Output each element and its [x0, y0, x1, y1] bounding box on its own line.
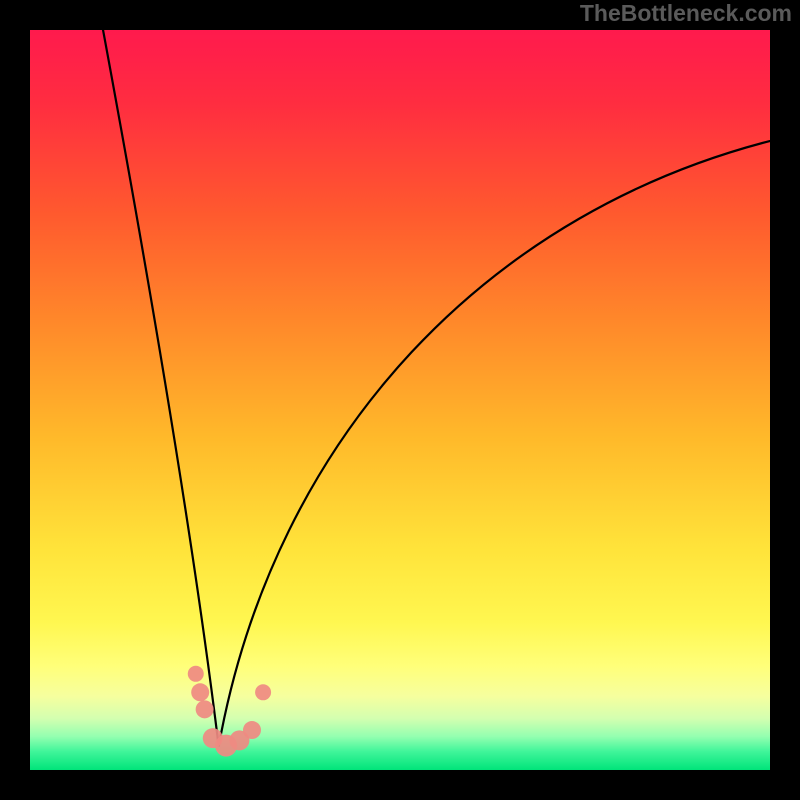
plot-area — [30, 30, 770, 770]
watermark-text: TheBottleneck.com — [580, 0, 792, 27]
data-marker — [191, 683, 209, 701]
data-marker — [196, 700, 214, 718]
data-markers — [188, 666, 271, 757]
data-marker — [188, 666, 204, 682]
bottleneck-curve — [30, 30, 770, 770]
data-marker — [255, 684, 271, 700]
data-marker — [243, 721, 261, 739]
bottleneck-chart: TheBottleneck.com — [0, 0, 800, 800]
curve-line — [100, 30, 770, 746]
